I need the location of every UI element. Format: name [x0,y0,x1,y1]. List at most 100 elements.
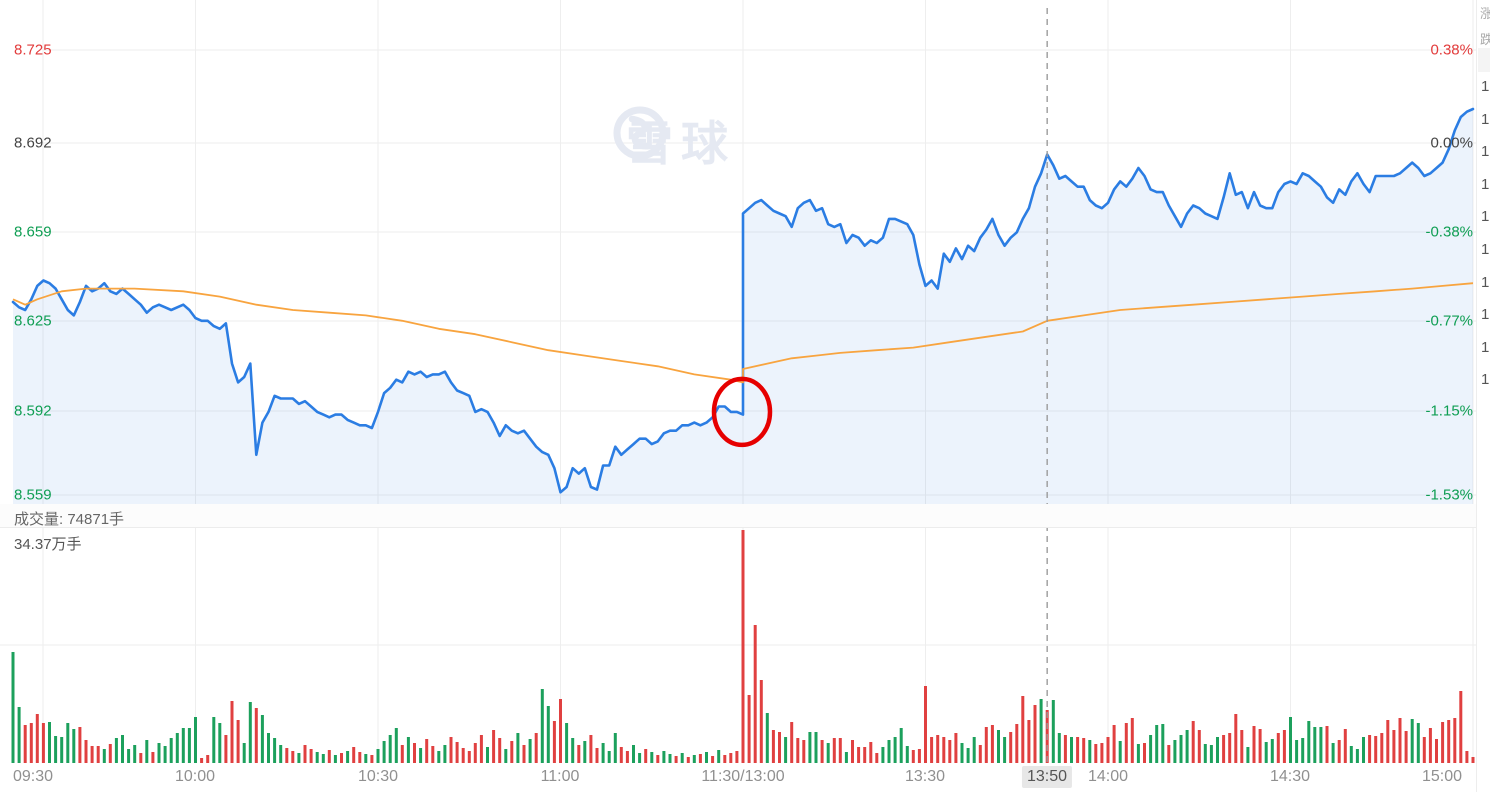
volume-bar [1295,740,1299,763]
volume-bar [936,735,940,763]
volume-bar [1252,726,1256,763]
volume-bar [1057,733,1061,763]
time-label: 14:30 [1269,768,1311,785]
price-axis-label: 8.725 [14,41,52,59]
volume-bar [29,723,33,763]
volume-bar [778,732,781,763]
volume-bar [72,729,76,763]
volume-bar [942,737,946,763]
volume-bar [875,753,879,763]
volume-bar [1118,741,1122,763]
time-label: 15:00 [1421,768,1462,785]
volume-bar [1106,737,1110,763]
volume-bar [771,730,775,763]
volume-bar [1453,718,1457,763]
volume-bar [577,745,581,763]
volume-bar [394,728,398,763]
volume-bar [309,749,313,763]
time-label: 10:00 [174,768,216,785]
volume-bar [668,754,672,763]
volume-bar [1301,738,1305,763]
volume-bar [1179,735,1183,763]
volume-bar [966,748,970,763]
volume-bar [406,737,410,763]
volume-bar [1270,739,1274,763]
side-panel-row-fragment: 1 [1481,338,1490,356]
volume-bar [248,702,252,763]
volume-bar [1088,740,1092,763]
volume-bar [741,530,745,763]
volume-bar [1362,737,1365,763]
volume-bar [1368,735,1372,763]
volume-bar [747,695,751,763]
volume-bar [1063,735,1067,763]
time-label: 14:00 [1087,768,1129,785]
volume-bar [1149,735,1153,763]
volume-bar [279,745,283,763]
volume-bar [1441,722,1445,763]
volume-bar [1209,745,1213,763]
volume-bar [121,735,124,763]
side-panel-row-fragment: 1 [1481,241,1490,258]
volume-bar [796,738,800,763]
volume-bar [1197,730,1201,763]
volume-bar [17,707,21,763]
volume-bar [473,743,477,763]
volume-bar [814,732,818,763]
volume-bar [644,749,648,763]
volume-bar [887,740,891,763]
volume-bar [1100,743,1104,763]
volume-bar [327,750,331,763]
price-line[interactable] [11,107,1475,494]
volume-bar [601,743,605,763]
volume-bar [194,717,197,763]
volume-bar [212,717,216,763]
volume-bar [1447,720,1451,763]
volume-bar [534,733,538,763]
volume-bar [285,748,289,763]
volume-bar [528,739,532,763]
volume-bar [486,747,489,763]
volume-bar [340,753,343,763]
volume-bar [419,748,423,763]
volume-bar [1386,720,1390,763]
volume-bar [163,746,167,763]
volume-bar [1161,724,1165,763]
volume-bar [236,720,240,763]
volume-bar [1076,737,1080,763]
side-panel-row-fragment: 1 [1481,143,1490,161]
volume-label: 成交量: 74871手 [14,511,125,528]
volume-bar [705,752,708,763]
volume-bar [1021,696,1025,763]
volume-bar [790,722,794,763]
volume-bar [650,752,654,763]
price-axis-label: 8.625 [14,312,52,330]
volume-bar [1185,730,1189,763]
percent-axis-label: -0.38% [1425,223,1473,241]
volume-bar [48,722,51,763]
volume-bar [729,753,733,763]
side-panel-row-fragment: 1 [1481,208,1490,226]
volume-bar [1234,714,1238,763]
volume-bar [498,738,502,763]
volume-bar [54,736,58,763]
annotation-circle [711,376,773,448]
volume-bar [723,755,727,763]
volume-bar [1051,700,1055,763]
volume-bar [1289,717,1292,763]
volume-bar [674,756,678,763]
volume-bar [1173,740,1177,763]
volume-bar [1374,736,1378,763]
volume-bar [972,737,976,763]
price-axis-label: 8.692 [14,134,52,152]
volume-bar [333,755,337,763]
avg-price-line[interactable] [12,282,1474,384]
side-panel-edge[interactable]: 涨跌 1 1 1 1 1 1 1 1 1 1 [1476,0,1490,792]
volume-bar [546,706,550,763]
volume-bar [1471,757,1475,763]
volume-bar [23,725,27,763]
volume-bar [382,741,386,763]
volume-bar [376,749,380,763]
